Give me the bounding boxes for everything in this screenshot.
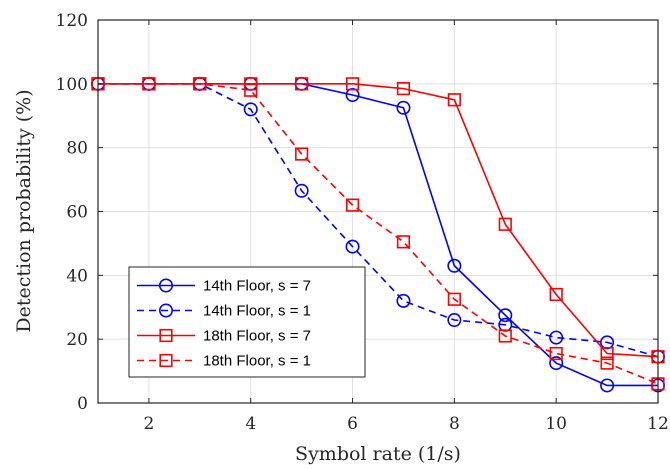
x-tick-label-5: 12 [647, 414, 669, 434]
y-axis-label: Detection probability (%) [13, 89, 35, 332]
y-tick-label-3: 60 [66, 203, 88, 223]
series-1-point-10 [600, 335, 615, 350]
series-3-point-4 [295, 147, 309, 161]
series-3-point-5 [345, 198, 360, 212]
series-2-point-7 [447, 93, 461, 107]
series-0-point-7 [447, 258, 462, 273]
series-2-point-9 [549, 287, 563, 302]
legend-item-3: 18th Floor, s = 1 [137, 353, 311, 370]
series-1-point-5 [345, 239, 360, 254]
legend-marker-1 [159, 303, 174, 318]
series-2-point-10 [600, 346, 614, 361]
series-2-point-8 [498, 217, 512, 231]
series-1-point-8 [498, 317, 513, 332]
legend-label-0: 14th Floor, s = 7 [203, 278, 311, 295]
legend-label-1: 14th Floor, s = 1 [203, 303, 311, 320]
legend-item-1: 14th Floor, s = 1 [137, 303, 311, 320]
series-0-point-5 [345, 88, 360, 103]
series-3-point-6 [396, 235, 411, 249]
series-2-point-5 [345, 77, 360, 91]
series-line-3 [98, 83, 659, 385]
series-1-point-4 [294, 183, 309, 198]
series-3-point-7 [447, 292, 461, 306]
series-3-point-10 [600, 356, 614, 370]
series-group [91, 76, 665, 393]
series-0-point-6 [396, 100, 411, 115]
x-axis-label: Symbol rate (1/s) [295, 443, 461, 465]
series-3-point-2 [193, 77, 207, 91]
legend-label-3: 18th Floor, s = 1 [203, 353, 311, 370]
x-tick-label-2: 6 [347, 414, 358, 434]
y-tick-label-6: 120 [56, 11, 88, 31]
series-3-point-1 [142, 77, 156, 91]
legend-marker-2 [159, 328, 173, 343]
y-tick-label-1: 20 [66, 330, 88, 350]
x-tick-label-1: 4 [245, 414, 256, 434]
legend-marker-0 [159, 278, 174, 293]
y-tick-label-2: 40 [66, 266, 88, 286]
x-tick-label-3: 8 [449, 414, 460, 434]
series-1-point-9 [549, 330, 564, 345]
legend-label-2: 18th Floor, s = 7 [203, 328, 311, 345]
y-tick-label-5: 100 [56, 75, 88, 95]
x-tick-label-0: 2 [143, 414, 154, 434]
y-tick-label-4: 80 [66, 139, 88, 159]
series-3-point-8 [498, 329, 512, 343]
series-2-point-4 [295, 77, 309, 91]
series-0-point-10 [600, 378, 615, 393]
series-1-point-7 [447, 313, 462, 328]
series-2-point-6 [396, 82, 411, 96]
legend-marker-3 [159, 353, 173, 368]
series-3-point-3 [244, 83, 258, 97]
y-tick-label-0: 0 [77, 394, 88, 414]
legend-item-0: 14th Floor, s = 7 [137, 278, 311, 295]
series-3-point-9 [549, 346, 563, 361]
series-0-point-9 [549, 356, 564, 371]
series-3 [91, 77, 665, 391]
x-tick-label-4: 10 [545, 414, 567, 434]
legend-item-2: 18th Floor, s = 7 [137, 328, 311, 345]
series-1-point-3 [243, 102, 258, 117]
series-0-point-8 [498, 308, 513, 323]
series-1-point-6 [396, 293, 411, 308]
legend: 14th Floor, s = 7 14th Floor, s = 1 18th F… [128, 266, 366, 378]
series-line-2 [98, 83, 659, 358]
